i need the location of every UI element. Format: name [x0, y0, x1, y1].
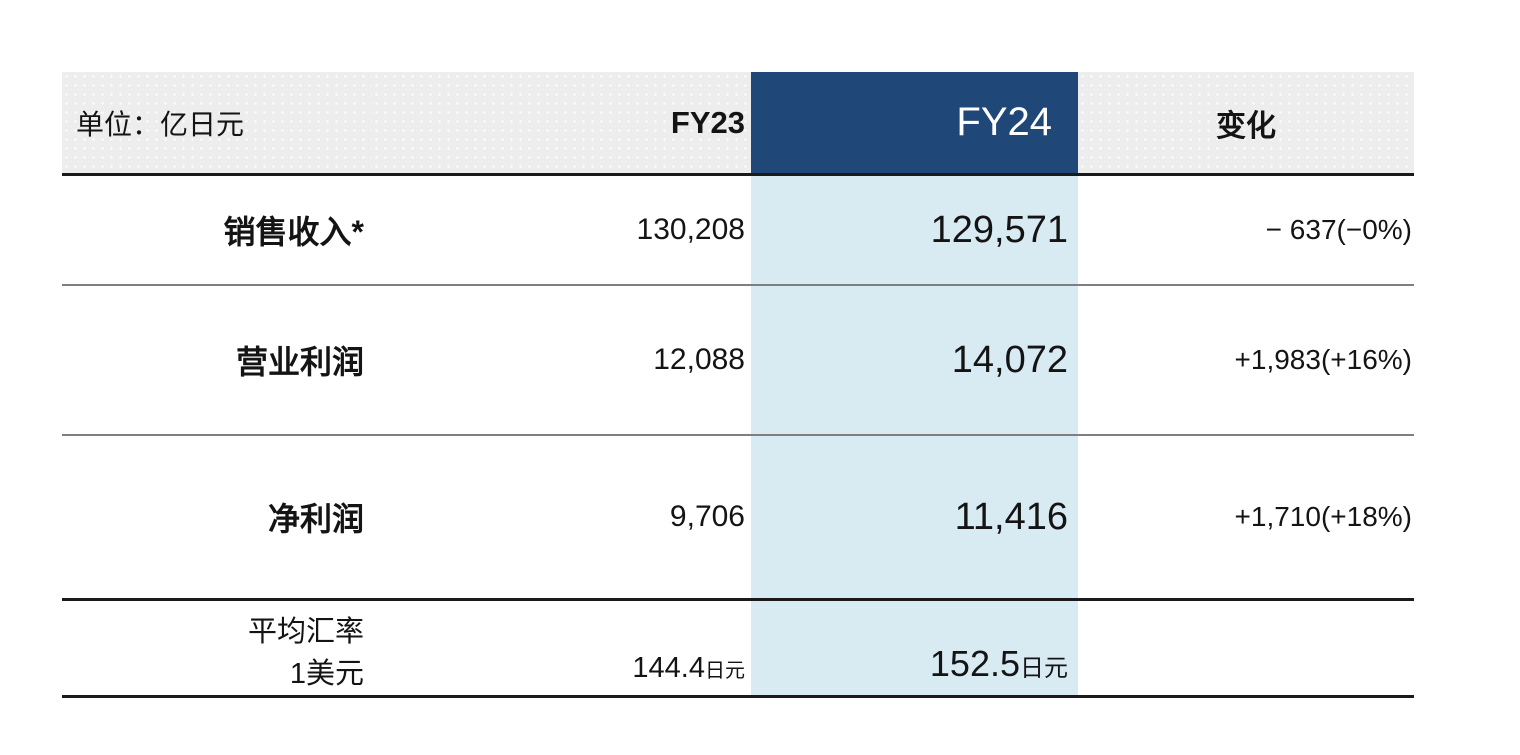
unit-label: 单位：亿日元 — [62, 72, 372, 173]
exchange-rate-label: 平均汇率 1美元 — [62, 601, 372, 695]
fy24-exchange-rate: 152.5日元 — [751, 601, 1078, 695]
fy24-exchange-rate-value: 152.5 — [929, 643, 1020, 684]
fy24-value-operating-profit: 14,072 — [751, 286, 1078, 434]
change-value-net-profit: +1,710(+18%) — [1234, 501, 1412, 532]
fy23-value-sales-revenue: 130,208 — [636, 213, 745, 246]
row-label-sales-revenue: 销售收入* — [223, 214, 364, 250]
fy23-value-operating-profit: 12,088 — [653, 343, 745, 376]
row-label-net-profit: 净利润 — [267, 501, 364, 537]
change-exchange-rate-empty — [1078, 601, 1414, 695]
change-value-sales-revenue: − 637(−0%) — [1265, 214, 1412, 245]
row-label-operating-profit: 营业利润 — [235, 344, 364, 380]
exchange-rate-label-line2: 1美元 — [289, 658, 364, 690]
column-header-change: 变化 — [1078, 72, 1414, 173]
financial-results-table: 单位：亿日元 FY23 FY24 变化 销售收入* 130,208 129,57… — [62, 72, 1414, 698]
table-row-operating-profit: 营业利润 12,088 14,072 +1,983(+16%) — [62, 286, 1414, 436]
fy23-exchange-rate: 144.4日元 — [372, 601, 751, 695]
fy23-value-net-profit: 9,706 — [669, 500, 745, 533]
fy24-value-sales-revenue: 129,571 — [751, 176, 1078, 284]
change-value-operating-profit: +1,983(+16%) — [1234, 344, 1412, 375]
fy24-exchange-rate-unit: 日元 — [1020, 655, 1068, 682]
table-row-sales-revenue: 销售收入* 130,208 129,571 − 637(−0%) — [62, 176, 1414, 286]
fy24-value-net-profit: 11,416 — [751, 436, 1078, 598]
column-header-fy24: FY24 — [751, 72, 1078, 173]
exchange-rate-label-line1: 平均汇率 — [247, 616, 364, 648]
column-header-fy23: FY23 — [372, 72, 751, 173]
table-row-exchange-rate: 平均汇率 1美元 144.4日元 152.5日元 — [62, 601, 1414, 698]
table-row-net-profit: 净利润 9,706 11,416 +1,710(+18%) — [62, 436, 1414, 601]
fy23-exchange-rate-value: 144.4 — [632, 652, 705, 684]
fy23-exchange-rate-unit: 日元 — [705, 660, 745, 682]
table-header-row: 单位：亿日元 FY23 FY24 变化 — [62, 72, 1414, 176]
